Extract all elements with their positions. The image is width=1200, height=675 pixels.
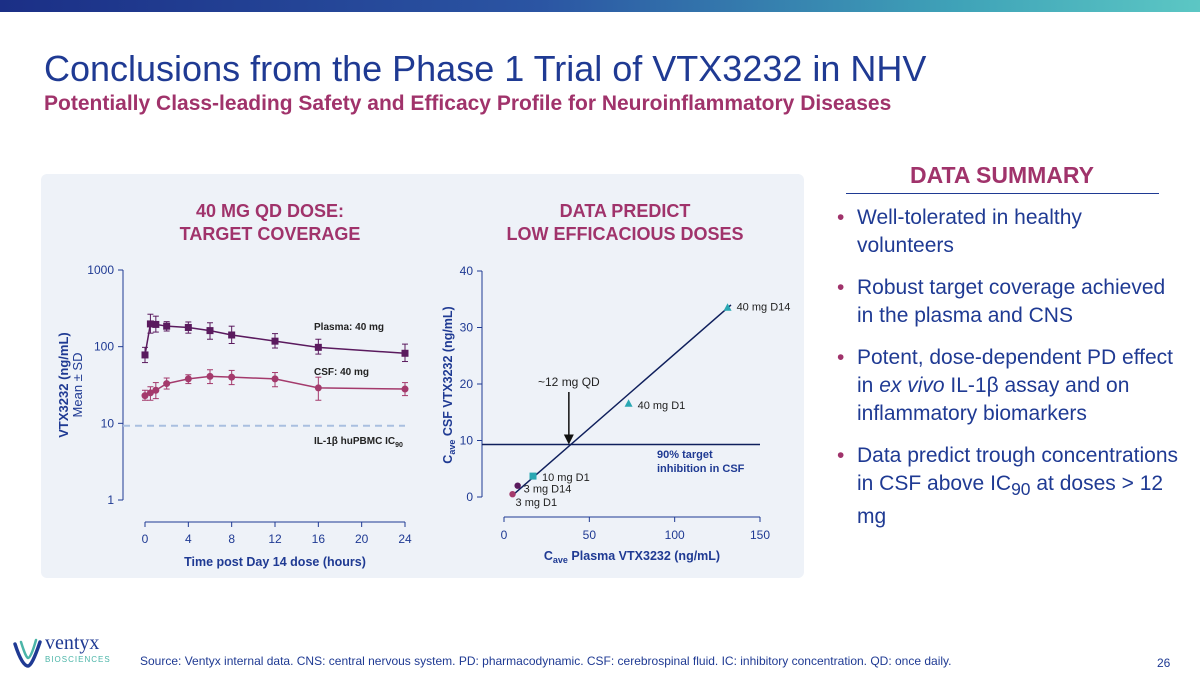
- logo-wordmark: ventyx: [45, 632, 100, 654]
- data-point: [206, 372, 214, 380]
- series-label: CSF: 40 mg: [314, 367, 369, 378]
- series-label: Plasma: 40 mg: [314, 322, 384, 333]
- y-axis-title: VTX3232 (ng/mL): [56, 332, 71, 437]
- y-tick-label: 10: [101, 416, 115, 430]
- annotation-arrowhead: [563, 434, 574, 445]
- data-point: [271, 375, 279, 383]
- page-subtitle: Potentially Class-leading Safety and Eff…: [44, 92, 892, 115]
- y-axis-title: Cave CSF VTX3232 (ng/mL): [441, 306, 457, 463]
- data-summary-divider: [846, 193, 1159, 194]
- x-tick-label: 0: [501, 528, 508, 542]
- x-tick-label: 8: [228, 532, 235, 546]
- data-point: [401, 385, 409, 393]
- data-point: [401, 349, 409, 357]
- left-chart-heading-line2: TARGET COVERAGE: [179, 224, 361, 244]
- data-point: [314, 384, 322, 392]
- point-label: 3 mg D1: [516, 497, 558, 509]
- data-point: [314, 343, 322, 351]
- data-point: [184, 375, 192, 383]
- y-tick-label: 10: [460, 434, 474, 448]
- data-point: [152, 386, 160, 394]
- ventyx-logo: ventyx BIOSCIENCES: [12, 632, 112, 670]
- target-inhibition-label-line1: 90% target: [657, 449, 713, 461]
- summary-bullet: • Potent, dose-dependent PD effect in ex …: [837, 346, 1174, 425]
- bullet-marker: •: [837, 206, 845, 229]
- data-point: [163, 322, 171, 330]
- right-chart-heading-line1: DATA PREDICT: [559, 201, 691, 221]
- y-tick-label: 0: [466, 490, 473, 504]
- page-title: Conclusions from the Phase 1 Trial of VT…: [44, 48, 927, 89]
- x-tick-label: 100: [665, 528, 685, 542]
- charts-panel: [41, 174, 804, 578]
- bullet-marker: •: [837, 346, 845, 369]
- x-axis-title: Cave Plasma VTX3232 (ng/mL): [544, 549, 720, 565]
- point-label: 40 mg D14: [737, 302, 791, 314]
- pk-line-chart: 1 10 100 1000 0 4 8 12 16 20 24 Time post Day 14 do…: [56, 263, 412, 569]
- data-point: [141, 392, 149, 400]
- data-point: [152, 320, 160, 328]
- y-tick-label: 40: [460, 264, 474, 278]
- data-point: [723, 303, 732, 311]
- data-point: [184, 323, 192, 331]
- data-summary-heading: DATA SUMMARY: [910, 162, 1094, 188]
- x-axis-title: Time post Day 14 dose (hours): [184, 555, 366, 569]
- x-tick-label: 16: [312, 532, 326, 546]
- data-point: [509, 490, 516, 498]
- left-chart-heading-line1: 40 MG QD DOSE:: [195, 201, 345, 221]
- ic90-reference-label: IL-1β huPBMC IC90: [314, 436, 403, 449]
- summary-bullet: • Data predict trough concentrations in C…: [837, 444, 1179, 529]
- y-tick-label: 30: [460, 321, 474, 335]
- page-number: 26: [1157, 656, 1171, 670]
- top-gradient-bar: [0, 0, 1200, 12]
- data-point: [146, 320, 154, 328]
- point-label: 10 mg D1: [542, 472, 590, 484]
- ventyx-logo-mark-icon: [13, 638, 42, 668]
- y-tick-label: 20: [460, 377, 474, 391]
- bullet-marker: •: [837, 444, 845, 467]
- y-tick-label: 1000: [87, 263, 114, 277]
- x-tick-label: 12: [268, 532, 282, 546]
- data-point: [206, 327, 214, 335]
- summary-bullet: • Well-tolerated in healthy volunteers: [837, 206, 1082, 257]
- right-chart-heading: DATA PREDICT LOW EFFICACIOUS DOSES: [480, 200, 770, 246]
- y-axis-subtitle: Mean ± SD: [70, 353, 85, 418]
- x-tick-label: 0: [142, 532, 149, 546]
- y-tick-label: 100: [94, 340, 114, 354]
- x-tick-label: 20: [355, 532, 369, 546]
- data-point: [146, 389, 154, 397]
- cave-scatter-chart: 0 10 20 30 40 0 50 100 150 Cave Plasma VTX3232 (n…: [441, 264, 790, 565]
- data-point: [624, 399, 633, 407]
- x-tick-label: 4: [185, 532, 192, 546]
- target-inhibition-label-line2: inhibition in CSF: [657, 463, 745, 475]
- summary-bullet: • Robust target coverage achieved in the …: [837, 276, 1166, 327]
- left-chart-heading: 40 MG QD DOSE: TARGET COVERAGE: [150, 200, 390, 246]
- data-point: [271, 337, 279, 345]
- point-label: 40 mg D1: [638, 400, 686, 412]
- data-point: [228, 331, 236, 339]
- right-chart-heading-line2: LOW EFFICACIOUS DOSES: [506, 224, 744, 244]
- point-label: 3 mg D14: [524, 484, 572, 496]
- logo-subtitle: BIOSCIENCES: [45, 655, 111, 664]
- data-point: [141, 351, 149, 359]
- data-point: [514, 482, 521, 489]
- data-point: [529, 472, 537, 480]
- x-tick-label: 24: [398, 532, 412, 546]
- source-footnote: Source: Ventyx internal data. CNS: centr…: [140, 654, 952, 668]
- data-summary-list: • Well-tolerated in healthy volunteers • R…: [835, 204, 1180, 545]
- bullet-marker: •: [837, 276, 845, 299]
- y-tick-label: 1: [107, 493, 114, 507]
- annotation-label: ~12 mg QD: [538, 375, 600, 389]
- x-tick-label: 50: [583, 528, 597, 542]
- x-tick-label: 150: [750, 528, 770, 542]
- fit-line: [512, 304, 732, 496]
- data-point: [228, 373, 236, 381]
- data-point: [163, 380, 171, 388]
